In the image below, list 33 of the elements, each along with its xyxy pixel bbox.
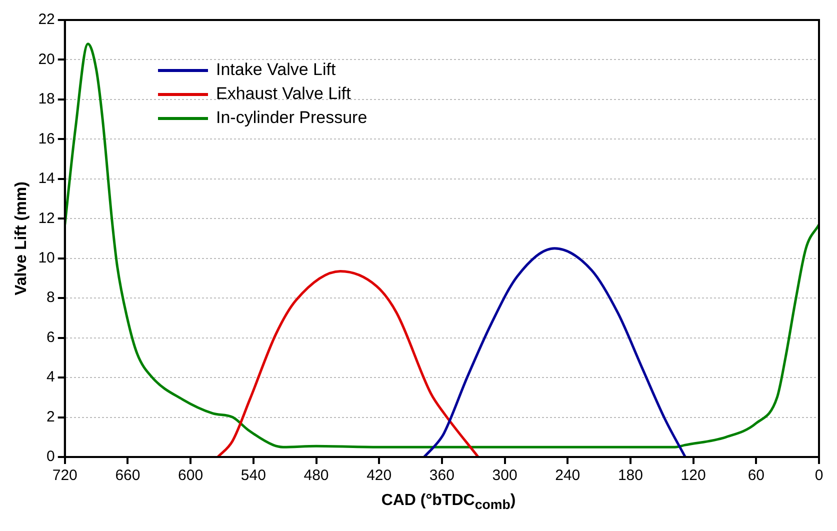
y-tick-label: 8 (46, 289, 55, 306)
x-tick-label: 480 (304, 467, 329, 484)
x-tick-label: 540 (240, 467, 266, 484)
y-tick-label: 0 (46, 448, 55, 466)
y-tick-label: 16 (38, 130, 55, 148)
line-series (216, 270, 480, 457)
x-tick-label: 240 (555, 467, 580, 484)
legend-label: Intake Valve Lift (216, 60, 336, 80)
y-tick-label: 10 (38, 250, 55, 267)
x-axis-title: CAD (°bTDC$_{comb}$) (380, 492, 517, 512)
x-tick-label: 300 (492, 467, 518, 484)
x-tick-label: 120 (680, 467, 706, 484)
x-tick-label: 180 (618, 467, 643, 484)
y-tick-label: 12 (38, 210, 55, 227)
line-series (422, 247, 686, 457)
x-tick-label: 360 (429, 467, 454, 484)
legend-label: Exhaust Valve Lift (216, 84, 351, 104)
line-series (64, 42, 819, 448)
y-tick-label: 2 (46, 408, 55, 426)
x-tick-label: 600 (178, 467, 204, 484)
y-tick-label: 22 (38, 11, 55, 28)
x-tick-label: 0 (814, 467, 824, 484)
y-axis-title: Valve Lift (mm) (13, 182, 30, 296)
y-tick-label: 18 (38, 90, 55, 108)
y-tick-label: 14 (38, 170, 55, 188)
x-tick-label: 60 (748, 467, 764, 484)
x-tick-label: 660 (115, 467, 140, 484)
y-tick-label: 4 (46, 368, 55, 386)
x-tick-label: 720 (52, 467, 78, 484)
y-tick-label: 20 (38, 50, 55, 68)
y-tick-label: 6 (46, 328, 55, 346)
x-tick-label: 420 (366, 467, 392, 484)
legend-label: In-cylinder Pressure (216, 108, 368, 128)
